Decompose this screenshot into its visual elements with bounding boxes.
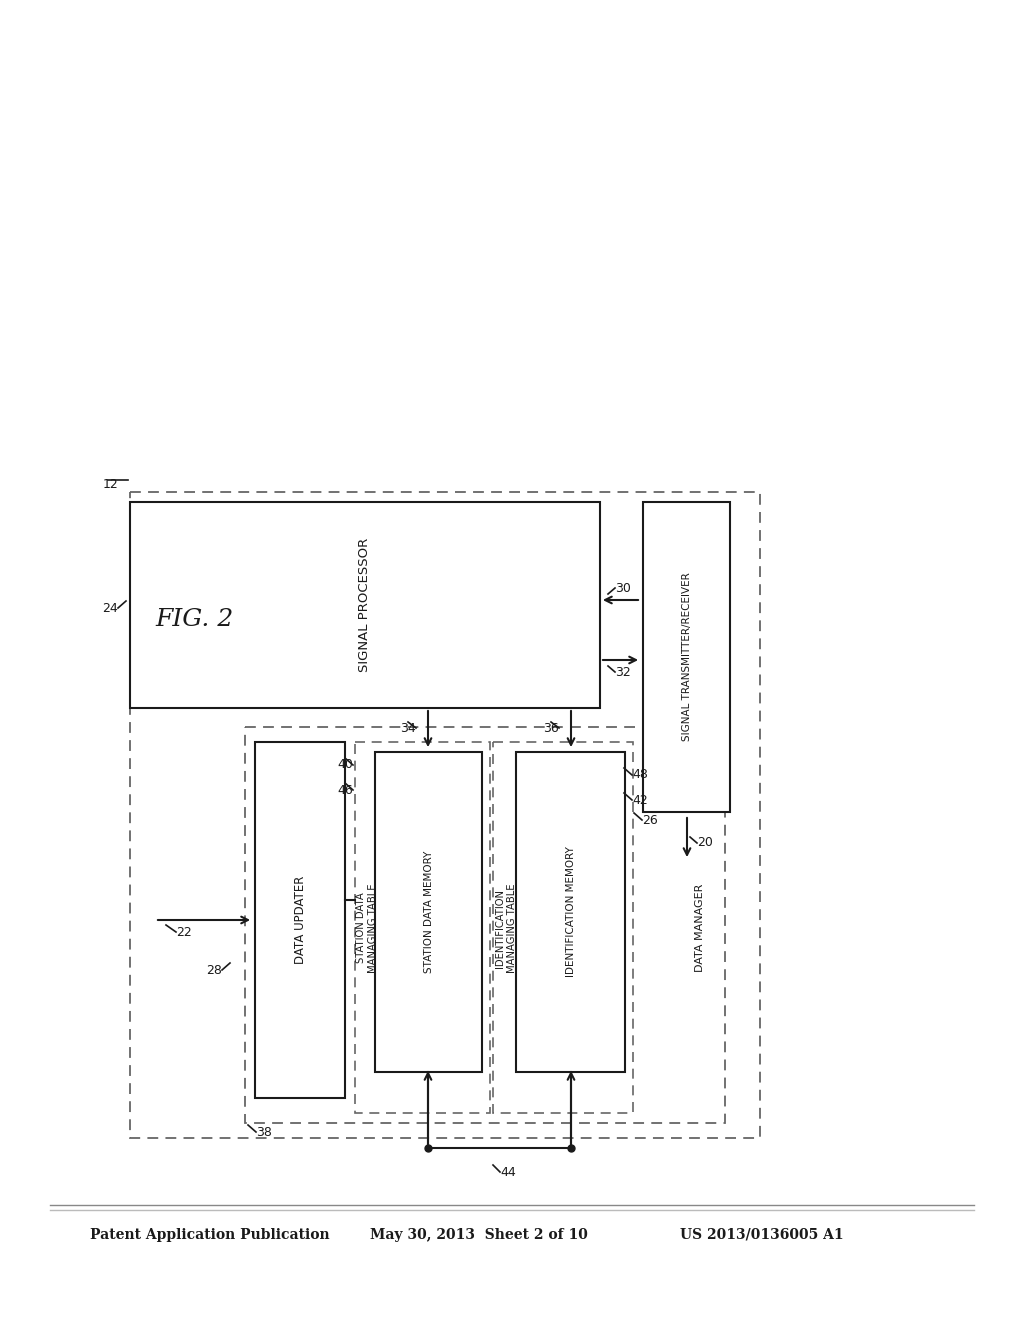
Text: 36: 36 <box>544 722 559 734</box>
Text: FIG. 2: FIG. 2 <box>155 609 233 631</box>
Text: SIGNAL TRANSMITTER/RECEIVER: SIGNAL TRANSMITTER/RECEIVER <box>682 573 692 742</box>
Bar <box>130 502 600 708</box>
Text: STATION DATA
MANAGING TABLE: STATION DATA MANAGING TABLE <box>356 883 378 973</box>
Text: 40: 40 <box>337 759 353 771</box>
Text: 46: 46 <box>337 784 353 796</box>
Text: IDENTIFICATION MEMORY: IDENTIFICATION MEMORY <box>566 846 575 977</box>
Text: STATION DATA MEMORY: STATION DATA MEMORY <box>424 851 434 973</box>
Bar <box>245 727 725 1123</box>
Text: 20: 20 <box>697 837 713 850</box>
Text: 34: 34 <box>400 722 416 734</box>
Text: May 30, 2013  Sheet 2 of 10: May 30, 2013 Sheet 2 of 10 <box>370 1228 588 1242</box>
Bar <box>643 502 730 812</box>
Bar <box>493 742 633 1113</box>
Text: DATA UPDATER: DATA UPDATER <box>294 875 306 964</box>
Text: 12: 12 <box>102 478 118 491</box>
Text: SIGNAL PROCESSOR: SIGNAL PROCESSOR <box>358 537 372 672</box>
Bar <box>355 742 490 1113</box>
Text: 22: 22 <box>176 925 191 939</box>
Text: IDENTIFICATION
MANAGING TABLE: IDENTIFICATION MANAGING TABLE <box>496 883 517 973</box>
Text: 32: 32 <box>615 665 631 678</box>
Text: Patent Application Publication: Patent Application Publication <box>90 1228 330 1242</box>
Text: 28: 28 <box>206 964 222 977</box>
Bar <box>516 752 625 1072</box>
Text: 38: 38 <box>256 1126 272 1138</box>
Text: US 2013/0136005 A1: US 2013/0136005 A1 <box>680 1228 844 1242</box>
Text: 48: 48 <box>632 768 648 781</box>
Bar <box>255 742 345 1098</box>
Text: 42: 42 <box>632 793 648 807</box>
Text: 26: 26 <box>642 813 657 826</box>
Text: 44: 44 <box>500 1166 516 1179</box>
Bar <box>375 752 482 1072</box>
Text: 24: 24 <box>102 602 118 615</box>
Text: 30: 30 <box>615 582 631 594</box>
Bar <box>130 492 760 1138</box>
Text: DATA MANAGER: DATA MANAGER <box>695 884 705 973</box>
